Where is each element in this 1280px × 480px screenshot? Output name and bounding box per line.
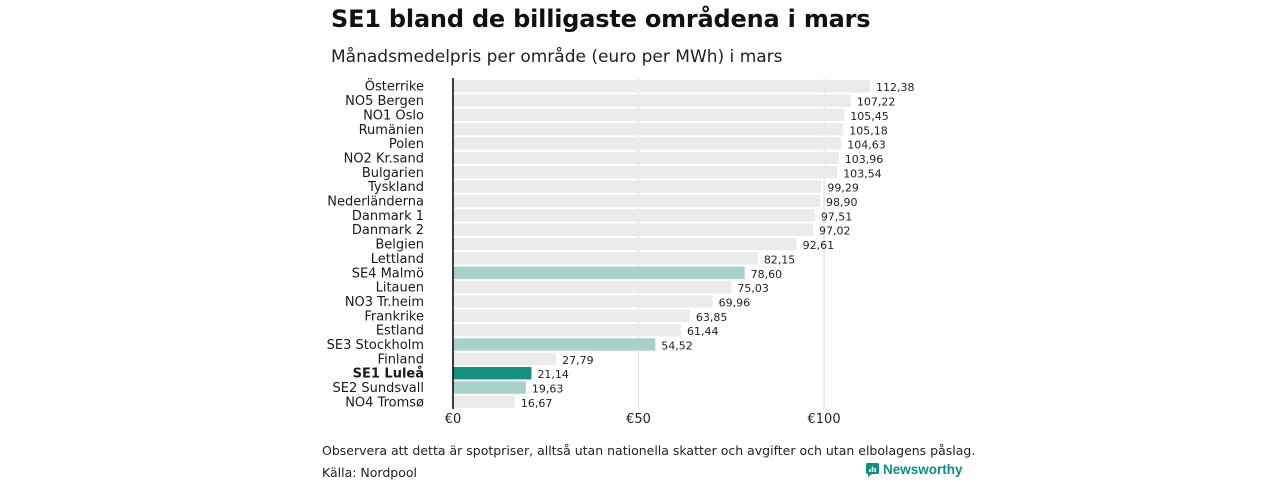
bar: [453, 123, 844, 136]
bar: [453, 194, 820, 208]
data-label: 92,61: [803, 239, 835, 252]
category-label: SE3 Stockholm: [327, 338, 424, 353]
bar: [453, 352, 557, 366]
data-label: 97,51: [821, 210, 853, 223]
x-tick-label: €100: [808, 412, 841, 427]
brand-name: Newsworthy: [883, 462, 963, 477]
category-label: Österrike: [365, 78, 424, 95]
bar: [453, 252, 758, 265]
data-label: 27,79: [562, 354, 594, 367]
newsworthy-logo-icon: [866, 462, 879, 477]
data-label: 103,54: [843, 167, 882, 180]
bar: [453, 280, 732, 294]
bar: [453, 80, 870, 93]
data-label: 97,02: [819, 225, 851, 238]
data-label: 112,38: [876, 81, 915, 94]
category-label: NO1 Oslo: [363, 108, 424, 123]
category-label: Danmark 1: [352, 209, 424, 224]
data-label: 78,60: [751, 268, 783, 281]
category-label: NO5 Bergen: [345, 94, 424, 109]
data-label: 82,15: [764, 253, 796, 266]
bar: [453, 223, 814, 236]
category-label: Litauen: [376, 281, 424, 296]
category-label: NO2 Kr.sand: [344, 151, 424, 166]
chart-subtitle: Månadsmedelpris per område (euro per MWh…: [331, 47, 783, 67]
x-tick-label: €0: [445, 412, 462, 427]
category-label: Lettland: [371, 252, 424, 267]
category-label: SE1 Luleå: [353, 367, 424, 382]
bar: [453, 166, 838, 179]
bar: [453, 108, 845, 122]
bar: [453, 266, 745, 279]
category-label: Bulgarien: [362, 166, 424, 181]
bar: [453, 295, 713, 308]
category-label: Belgien: [375, 238, 424, 253]
data-label: 63,85: [696, 311, 728, 324]
data-label: 98,90: [826, 196, 858, 209]
newsworthy-logo: Newsworthy: [866, 462, 963, 477]
bar: [453, 309, 690, 322]
data-label: 61,44: [687, 325, 719, 338]
data-label: 103,96: [845, 153, 884, 166]
category-label: Nederländerna: [327, 195, 424, 210]
category-label: Estland: [376, 324, 424, 339]
category-label: Rumänien: [359, 123, 424, 138]
category-label: Tyskland: [367, 180, 424, 195]
bar: [453, 381, 526, 394]
bar: [453, 323, 681, 337]
category-label: Frankrike: [364, 309, 424, 324]
category-label: NO3 Tr.heim: [345, 295, 424, 310]
bar: [453, 237, 797, 251]
category-label: SE4 Malmö: [352, 266, 424, 281]
data-label: 107,22: [857, 96, 896, 109]
data-label: 19,63: [532, 383, 564, 396]
data-label: 99,29: [827, 182, 859, 195]
data-label: 75,03: [737, 282, 769, 295]
data-label: 105,45: [850, 110, 889, 123]
data-label: 104,63: [847, 139, 886, 152]
bar: [453, 395, 515, 409]
footnote: Observera att detta är spotpriser, allts…: [322, 443, 976, 458]
source-note: Källa: Nordpool: [322, 465, 417, 480]
data-label: 69,96: [719, 296, 751, 309]
data-label: 21,14: [537, 368, 569, 381]
x-tick-label: €50: [626, 412, 651, 427]
category-label: Polen: [389, 137, 424, 152]
chart-title: SE1 bland de billigaste områdena i mars: [331, 5, 871, 33]
bar: [453, 180, 822, 193]
data-label: 105,18: [849, 124, 888, 137]
data-label: 54,52: [661, 340, 693, 353]
bar: [453, 137, 842, 150]
category-label: SE2 Sundsvall: [332, 381, 424, 396]
bar: [453, 338, 656, 351]
bar: [453, 94, 851, 107]
category-label: Finland: [378, 352, 424, 367]
data-label: 16,67: [521, 397, 553, 410]
bar: [453, 151, 839, 165]
category-label: NO4 Tromsø: [345, 395, 424, 410]
bar-chart: €0 €50 €100 Österrike 112,38 NO5 Bergen 107,22…: [327, 78, 915, 427]
bar: [453, 209, 815, 222]
bar: [453, 367, 532, 380]
category-label: Danmark 2: [352, 223, 424, 238]
